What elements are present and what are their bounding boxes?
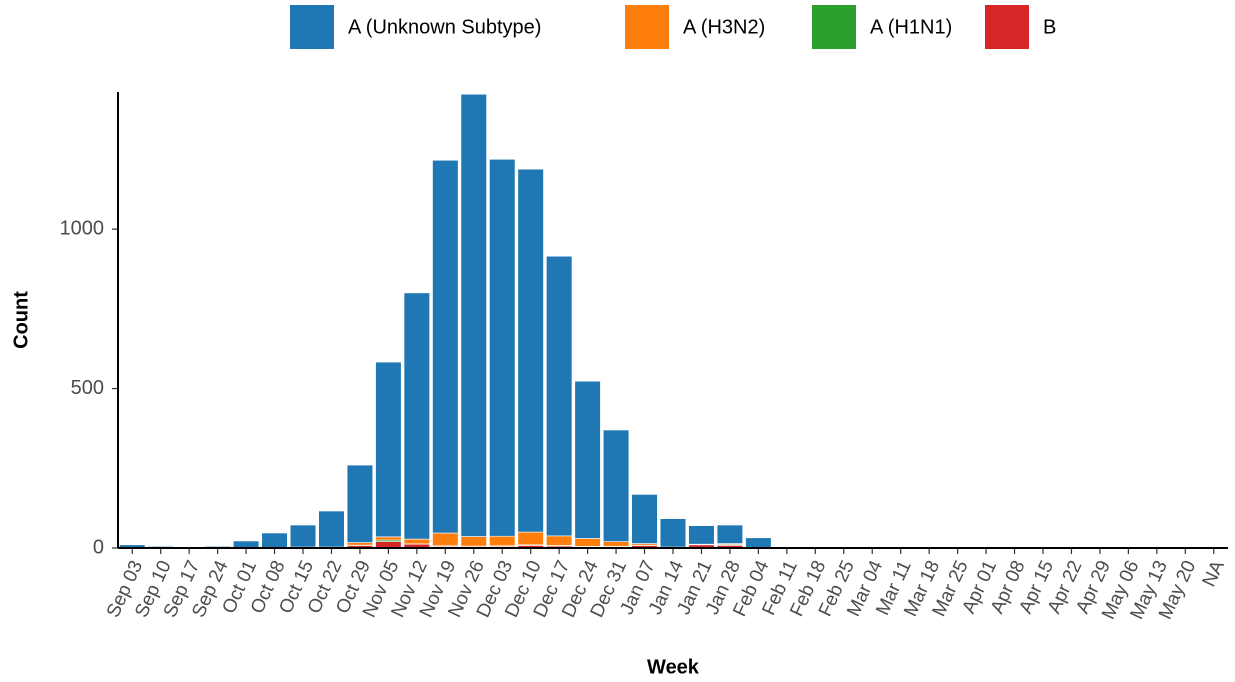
legend-swatch	[625, 5, 669, 49]
bar-segment	[745, 537, 772, 548]
x-axis-title: Week	[647, 656, 700, 678]
bar-segment	[546, 255, 573, 537]
bar-segment	[716, 524, 744, 544]
bar-segment	[289, 524, 317, 548]
bar-segment	[375, 536, 402, 541]
bar-segment	[631, 494, 658, 544]
bar-segment	[546, 535, 573, 546]
bar-segment	[489, 535, 516, 547]
bar-segment	[432, 159, 459, 534]
bar-segment	[403, 292, 430, 540]
bar-segment	[517, 168, 544, 533]
bar-segment	[261, 532, 288, 548]
bar-segment	[659, 518, 687, 548]
legend-swatch	[290, 5, 334, 49]
bar-segment	[318, 510, 345, 548]
legend-label: A (H1N1)	[870, 16, 952, 38]
bar-segment	[346, 464, 374, 543]
bar-segment	[517, 531, 544, 546]
bar-segment	[574, 538, 601, 547]
bar-segment	[460, 536, 487, 547]
bar-segment	[403, 538, 430, 545]
bar-segment	[375, 361, 402, 538]
legend-label: B	[1043, 16, 1056, 38]
bar-segment	[574, 380, 601, 539]
legend-label: A (H3N2)	[683, 16, 765, 38]
bar-segment	[688, 525, 715, 545]
bar-segment	[489, 158, 516, 537]
bar-segment	[346, 542, 374, 546]
bar-segment	[602, 429, 630, 542]
bar-segment	[232, 540, 260, 548]
y-tick-label: 500	[71, 377, 104, 399]
bar-segment	[432, 532, 459, 547]
bar-segment	[460, 93, 487, 537]
legend-swatch	[985, 5, 1029, 49]
y-tick-label: 1000	[60, 217, 105, 239]
bar-segment	[602, 541, 630, 547]
y-axis-title: Count	[10, 291, 32, 349]
legend-swatch	[812, 5, 856, 49]
x-tick-label: NA	[1199, 557, 1229, 590]
y-tick-label: 0	[93, 536, 104, 558]
legend-label: A (Unknown Subtype)	[348, 16, 541, 38]
